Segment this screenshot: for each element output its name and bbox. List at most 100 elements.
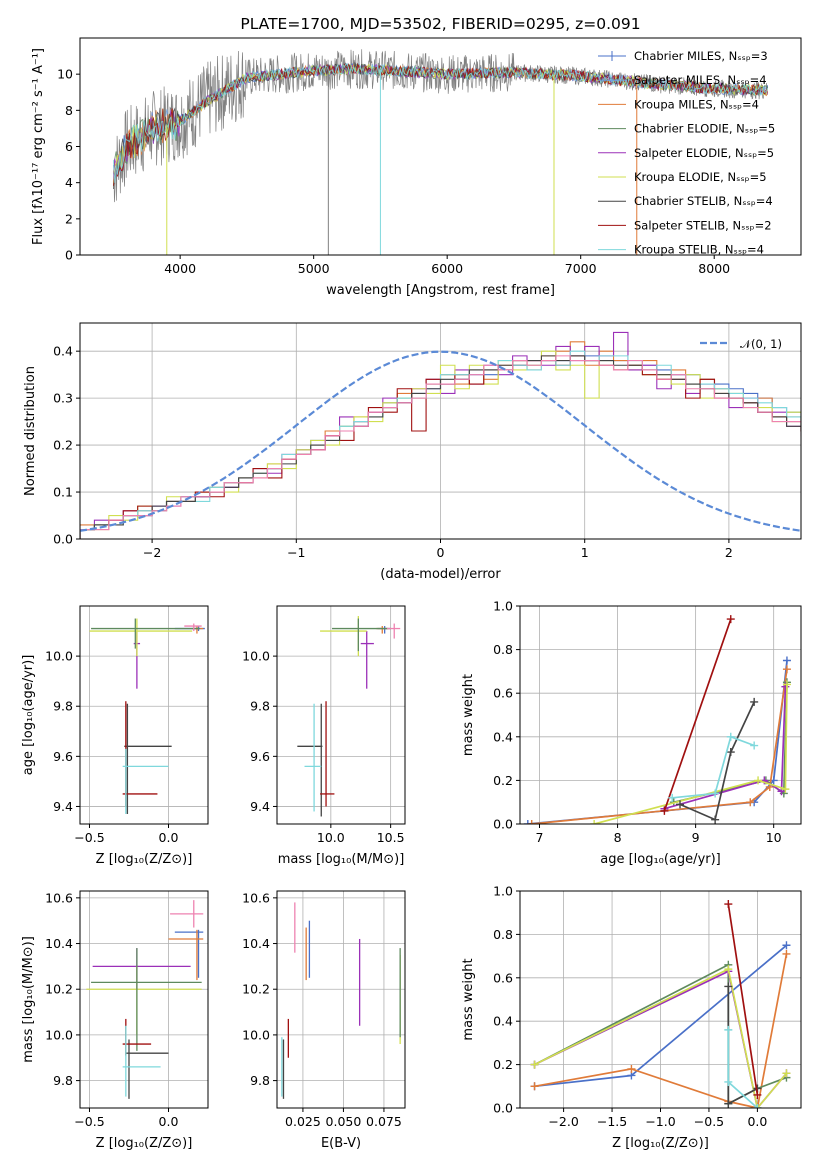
y-axis-label: mass [log₁₀(M/M⊙)] [21, 936, 36, 1063]
plot-area [89, 618, 205, 814]
x-tick-label: 6000 [431, 261, 463, 276]
y-tick-label: 10.6 [45, 890, 73, 905]
y-tick-label: 6 [65, 139, 73, 154]
x-tick-label: −1.0 [645, 1114, 675, 1129]
x-tick-label: 0.050 [326, 1114, 362, 1129]
legend-label: 𝒩(0, 1) [740, 337, 782, 351]
panel-mass-vs-EBV: 0.025 0.050 0.075 9.8 10.0 10.2 10.4 10.6 E(B-V) [242, 890, 406, 1151]
y-tick-label: 9.4 [250, 799, 270, 814]
weight-marker [724, 900, 733, 909]
weight-line [527, 660, 788, 824]
y-tick-label: 0.8 [493, 642, 513, 657]
x-tick-label: 7000 [565, 261, 597, 276]
plot-area [80, 331, 801, 539]
y-axis-label: Flux [fλ10⁻¹⁷ erg cm⁻² s⁻¹ A⁻¹] [31, 48, 46, 245]
weight-marker [782, 941, 791, 950]
weight-marker [527, 820, 536, 824]
weight-line [672, 735, 755, 799]
y-axis-label: Normed distribution [23, 366, 38, 496]
weight-marker [724, 1099, 733, 1108]
weight-line [593, 684, 788, 824]
legend-marker [607, 51, 617, 61]
x-tick-label: −1 [287, 545, 305, 560]
histogram-series [80, 355, 801, 539]
x-tick-label: 1 [581, 545, 589, 560]
x-axis-label: mass [log₁₀(M/M⊙)] [278, 852, 405, 867]
y-tick-label: 10.2 [45, 982, 73, 997]
x-tick-label: 0.0 [159, 830, 179, 845]
axes-frame [79, 605, 209, 825]
weight-marker [782, 949, 791, 958]
y-tick-label: 8 [65, 103, 73, 118]
panel-residuals: −2 −1 0 1 2 0.0 0.1 0.2 0.3 0.4 (data-model)/error… [23, 322, 802, 582]
x-axis-label: Z [log₁₀(Z/Z⊙)] [96, 1136, 193, 1151]
x-tick-label: −2 [143, 545, 161, 560]
y-tick-label: 9.8 [250, 699, 270, 714]
panel-age-vs-mass: 10.0 10.5 9.4 9.6 9.8 10.0 mass [log₁₀(M/M⊙)] [242, 605, 406, 867]
weight-line [534, 967, 788, 1108]
weight-line [531, 669, 788, 824]
weight-marker [782, 665, 791, 674]
weight-marker [750, 741, 759, 750]
x-tick-label: −0.5 [74, 830, 104, 845]
y-axis-label: mass weight [461, 958, 476, 1040]
weight-marker [711, 789, 720, 798]
x-tick-label: 5000 [298, 261, 330, 276]
y-tick-label: 2 [65, 211, 73, 226]
axes-frame [79, 37, 802, 256]
y-tick-label: 4 [65, 175, 73, 190]
y-tick-label: 9.8 [53, 1073, 73, 1088]
y-tick-label: 0.4 [493, 1014, 513, 1029]
legend-label: Chabrier MILES, Nₛₛₚ=3 [634, 49, 768, 63]
y-axis-label: age [log₁₀(age/yr)] [21, 655, 36, 776]
weight-marker [753, 1104, 762, 1108]
plot-area [530, 900, 791, 1108]
x-axis-label: wavelength [Angstrom, rest frame] [326, 283, 555, 298]
plot-area [523, 615, 791, 824]
y-tick-label: 1.0 [493, 884, 513, 899]
x-tick-label: 8 [614, 830, 622, 845]
y-tick-label: 0.6 [493, 686, 513, 701]
y-tick-label: 9.4 [53, 799, 73, 814]
weight-marker [726, 615, 735, 624]
weight-marker [711, 815, 720, 824]
y-tick-label: 0.6 [493, 970, 513, 985]
histogram-series [80, 341, 801, 539]
legend-label: Salpeter STELIB, Nₛₛₚ=2 [634, 218, 772, 232]
x-axis-label: Z [log₁₀(Z/Z⊙)] [96, 852, 193, 867]
plot-area [297, 616, 401, 817]
axes-frame [276, 605, 406, 825]
x-tick-label: 0.025 [285, 1114, 321, 1129]
axes-frame [79, 890, 209, 1109]
legend-marker [607, 75, 617, 86]
weight-marker [668, 793, 677, 802]
y-tick-label: 10.4 [242, 936, 270, 951]
y-tick-label: 10.4 [45, 936, 73, 951]
x-tick-label: 7 [536, 830, 544, 845]
weight-marker [746, 798, 755, 807]
histogram-series [80, 331, 801, 539]
y-tick-label: 0.4 [493, 729, 513, 744]
x-tick-label: 4000 [164, 261, 196, 276]
panel-weight-vs-age: 7 8 9 10 0.0 0.2 0.4 0.6 0.8 1.0 age [log₁₀(age/yr… [461, 599, 802, 867]
legend-label: Salpeter MILES, Nₛₛₚ=4 [634, 73, 767, 87]
legend: Chabrier MILES, Nₛₛₚ=3 Salpeter MILES, Nₛ… [598, 49, 775, 257]
y-tick-label: 9.8 [53, 699, 73, 714]
y-tick-label: 0.2 [53, 438, 73, 453]
axes-frame [79, 322, 802, 540]
y-tick-label: 10.0 [45, 1027, 73, 1042]
histogram-series [80, 355, 801, 539]
y-tick-label: 0.2 [493, 1057, 513, 1072]
panel-spectrum: 4000 5000 6000 7000 8000 0 2 4 6 8 10 wavelength [A… [31, 15, 802, 298]
x-axis-label: E(B-V) [321, 1136, 361, 1151]
x-tick-label: 0.075 [366, 1114, 402, 1129]
y-tick-label: 0.4 [53, 344, 73, 359]
histogram-series [80, 355, 801, 539]
weight-marker [782, 656, 791, 665]
legend: 𝒩(0, 1) [700, 337, 782, 351]
chart-title: PLATE=1700, MJD=53502, FIBERID=0295, z=0… [240, 15, 640, 33]
x-tick-label: 10.0 [317, 830, 345, 845]
x-tick-label: −0.5 [74, 1114, 104, 1129]
x-tick-label: 10.5 [377, 830, 405, 845]
